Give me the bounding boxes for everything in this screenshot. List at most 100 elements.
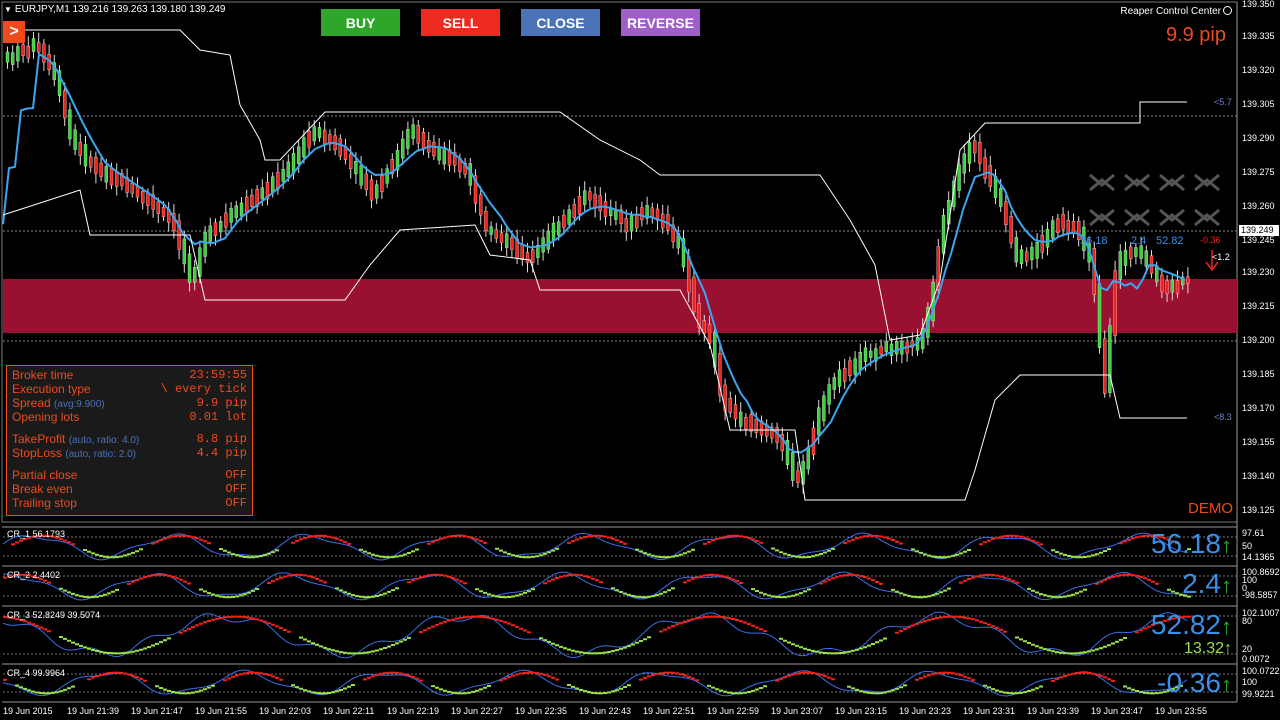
buy-button[interactable]: BUY	[321, 9, 400, 36]
candle-body	[650, 207, 654, 218]
candle-body	[749, 414, 753, 432]
info-row-stoploss: StopLoss (auto, ratio: 2.0) 4.4 pip	[12, 446, 247, 460]
time-axis-label: 19 Jun 23:55	[1155, 706, 1208, 716]
indicator-big-value: 2.4	[1182, 568, 1221, 599]
candle-body	[973, 140, 977, 154]
candle-body	[1025, 251, 1029, 262]
candle-body	[286, 161, 290, 178]
candle-body	[988, 165, 992, 187]
candle-body	[219, 221, 223, 233]
candle-body	[785, 440, 790, 466]
candle-body	[1004, 201, 1008, 226]
candle-body	[754, 419, 758, 433]
info-sub: (auto, ratio: 2.0)	[65, 449, 136, 460]
candle-body	[1113, 270, 1117, 336]
candle-body	[588, 191, 592, 201]
info-value: 4.4 pip	[196, 446, 247, 460]
candle-body	[421, 132, 426, 149]
candle-body	[817, 407, 821, 436]
indicator-line-green	[83, 547, 1191, 559]
candle-body	[411, 124, 415, 139]
candle-body	[359, 165, 363, 186]
candle-body	[208, 225, 212, 242]
moving-average-line	[2, 52, 1186, 454]
candle-body	[338, 138, 342, 157]
sell-button[interactable]: SELL	[421, 9, 500, 36]
time-axis-label: 19 Jun 23:31	[963, 706, 1016, 716]
chevron-icon	[1194, 173, 1220, 227]
candle-body	[37, 42, 41, 53]
candle-body	[302, 137, 306, 158]
chevron-icon	[1089, 173, 1115, 227]
indicator-axis-label: 80	[1242, 616, 1253, 626]
candle-body	[354, 161, 358, 175]
candle-body	[629, 215, 634, 232]
candle-body	[624, 218, 628, 233]
candle-body	[1123, 249, 1128, 266]
candle-body	[16, 46, 20, 62]
candle-body	[895, 341, 899, 355]
indicator-sub-value-cr3: 13.32↑	[1184, 640, 1232, 658]
smiley-icon	[1223, 6, 1232, 15]
indicator-axis-label: 50	[1242, 541, 1253, 551]
candle-body	[89, 156, 93, 168]
candle-body	[739, 411, 743, 427]
candle-body	[187, 253, 192, 283]
indicator-line-green	[59, 587, 1191, 599]
candle-body	[224, 212, 228, 228]
overlay-value-b: 2.4	[1131, 235, 1147, 247]
dropdown-triangle-icon[interactable]: ▼	[4, 5, 12, 14]
candle-body	[1071, 220, 1076, 233]
info-value: OFF	[225, 468, 247, 482]
candle-body	[577, 196, 582, 215]
indicator-value-cr4: -0.36↑	[1157, 667, 1232, 699]
candle-body	[1045, 229, 1050, 248]
candle-body	[603, 200, 608, 217]
price-axis-label: 139.305	[1242, 99, 1275, 109]
candle-body	[1009, 216, 1013, 244]
candle-body	[83, 144, 88, 167]
price-axis-label: 139.260	[1242, 201, 1275, 211]
candle-body	[489, 226, 493, 235]
candle-body	[52, 62, 56, 81]
candle-body	[983, 157, 987, 179]
candle-body	[104, 166, 108, 183]
candle-body	[1186, 276, 1190, 284]
candle-body	[728, 397, 732, 413]
info-sub: (avg:9.900)	[54, 399, 105, 410]
candle-body	[406, 129, 410, 149]
info-label: Spread	[12, 396, 51, 410]
candle-body	[713, 332, 717, 368]
indicator-line-green	[15, 684, 1183, 695]
candle-body	[156, 201, 160, 214]
arrow-up-icon: ↑	[1224, 640, 1232, 657]
candle-body	[260, 187, 264, 200]
candle-body	[525, 252, 530, 263]
indicator-label-cr2: CR_2 2.4402	[7, 570, 61, 580]
level-note-top: -0.36	[1200, 235, 1221, 245]
candle-body	[759, 420, 764, 436]
price-axis-label: 139.215	[1242, 301, 1275, 311]
candle-body	[172, 213, 176, 231]
reaper-logo-icon[interactable]: >	[3, 21, 25, 43]
time-axis-label: 19 Jun 23:39	[1027, 706, 1080, 716]
info-value: OFF	[225, 496, 247, 510]
arrow-up-icon: ↑	[1221, 573, 1232, 598]
reverse-button[interactable]: REVERSE	[621, 9, 700, 36]
close-button[interactable]: CLOSE	[521, 9, 600, 36]
info-value: 8.8 pip	[196, 432, 247, 446]
candle-body	[1056, 218, 1060, 233]
candle-body	[364, 173, 368, 191]
candle-body	[193, 267, 197, 283]
candle-body	[130, 183, 134, 194]
candle-body	[879, 346, 883, 355]
indicator-big-value: 52.82	[1150, 609, 1221, 640]
info-value: 23:59:55	[189, 368, 247, 382]
indicator-axis-label: 102.1007	[1242, 608, 1280, 618]
candle-body	[416, 124, 420, 144]
candle-body	[323, 129, 327, 145]
candle-body	[863, 347, 868, 362]
candle-body	[245, 196, 249, 213]
